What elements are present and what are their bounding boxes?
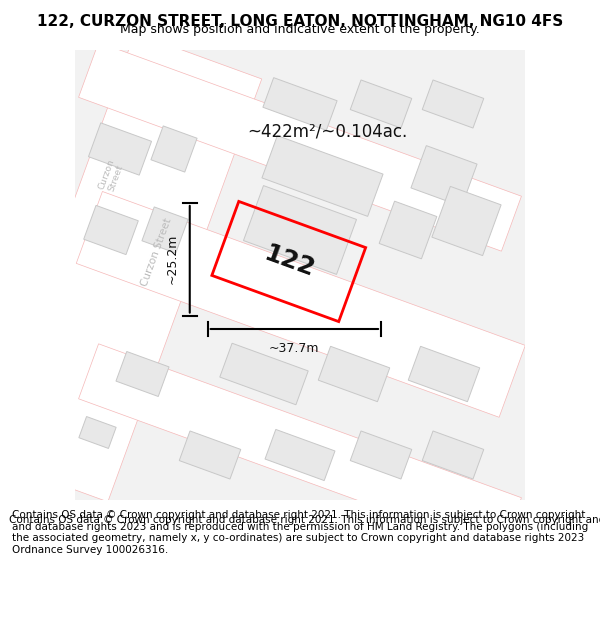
Polygon shape [432, 186, 501, 256]
Polygon shape [88, 123, 152, 175]
Polygon shape [220, 343, 308, 405]
Polygon shape [79, 416, 116, 449]
Text: Curzon
Street: Curzon Street [97, 158, 125, 194]
Polygon shape [265, 429, 335, 481]
Polygon shape [84, 206, 138, 254]
Text: Contains OS data © Crown copyright and database right 2021. This information is : Contains OS data © Crown copyright and d… [9, 515, 600, 525]
Polygon shape [262, 136, 383, 216]
Text: Curzon Street: Curzon Street [139, 217, 173, 288]
Polygon shape [179, 431, 241, 479]
Polygon shape [75, 50, 525, 500]
Polygon shape [244, 186, 356, 274]
Polygon shape [151, 126, 197, 172]
Polygon shape [379, 201, 437, 259]
Polygon shape [79, 344, 521, 552]
Polygon shape [116, 351, 169, 396]
Text: ~37.7m: ~37.7m [269, 342, 320, 356]
Polygon shape [350, 431, 412, 479]
Polygon shape [422, 80, 484, 128]
Text: 122: 122 [260, 241, 317, 282]
Text: Map shows position and indicative extent of the property.: Map shows position and indicative extent… [120, 23, 480, 36]
Polygon shape [263, 78, 337, 131]
Text: 122, CURZON STREET, LONG EATON, NOTTINGHAM, NG10 4FS: 122, CURZON STREET, LONG EATON, NOTTINGH… [37, 14, 563, 29]
Text: Contains OS data © Crown copyright and database right 2021. This information is : Contains OS data © Crown copyright and d… [12, 510, 588, 555]
Polygon shape [142, 207, 188, 253]
Polygon shape [79, 42, 521, 251]
Polygon shape [408, 346, 480, 402]
Polygon shape [422, 431, 484, 479]
Polygon shape [318, 346, 390, 402]
Polygon shape [350, 80, 412, 128]
Text: ~25.2m: ~25.2m [166, 234, 179, 284]
Polygon shape [76, 191, 525, 418]
Text: ~422m²/~0.104ac.: ~422m²/~0.104ac. [247, 122, 407, 140]
Polygon shape [0, 32, 262, 502]
Polygon shape [411, 146, 477, 206]
